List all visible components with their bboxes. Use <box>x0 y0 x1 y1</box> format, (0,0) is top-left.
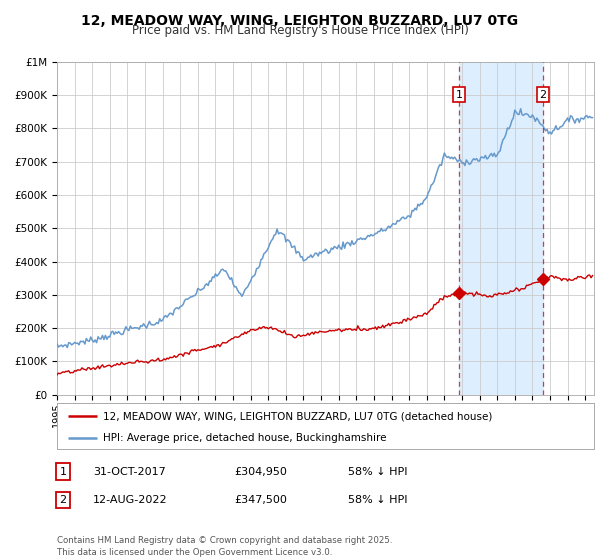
Text: £347,500: £347,500 <box>234 495 287 505</box>
Text: 12, MEADOW WAY, WING, LEIGHTON BUZZARD, LU7 0TG: 12, MEADOW WAY, WING, LEIGHTON BUZZARD, … <box>82 14 518 28</box>
Text: 12, MEADOW WAY, WING, LEIGHTON BUZZARD, LU7 0TG (detached house): 12, MEADOW WAY, WING, LEIGHTON BUZZARD, … <box>103 411 492 421</box>
Text: HPI: Average price, detached house, Buckinghamshire: HPI: Average price, detached house, Buck… <box>103 433 386 442</box>
Text: 2: 2 <box>59 495 67 505</box>
Text: 1: 1 <box>59 466 67 477</box>
Bar <box>459 62 543 395</box>
Text: 1: 1 <box>455 90 463 100</box>
Text: 58% ↓ HPI: 58% ↓ HPI <box>348 466 407 477</box>
Text: 2: 2 <box>539 90 547 100</box>
Text: £304,950: £304,950 <box>234 466 287 477</box>
Text: 58% ↓ HPI: 58% ↓ HPI <box>348 495 407 505</box>
Text: Price paid vs. HM Land Registry's House Price Index (HPI): Price paid vs. HM Land Registry's House … <box>131 24 469 37</box>
Text: 31-OCT-2017: 31-OCT-2017 <box>93 466 166 477</box>
Text: Contains HM Land Registry data © Crown copyright and database right 2025.
This d: Contains HM Land Registry data © Crown c… <box>57 536 392 557</box>
Text: 12-AUG-2022: 12-AUG-2022 <box>93 495 167 505</box>
